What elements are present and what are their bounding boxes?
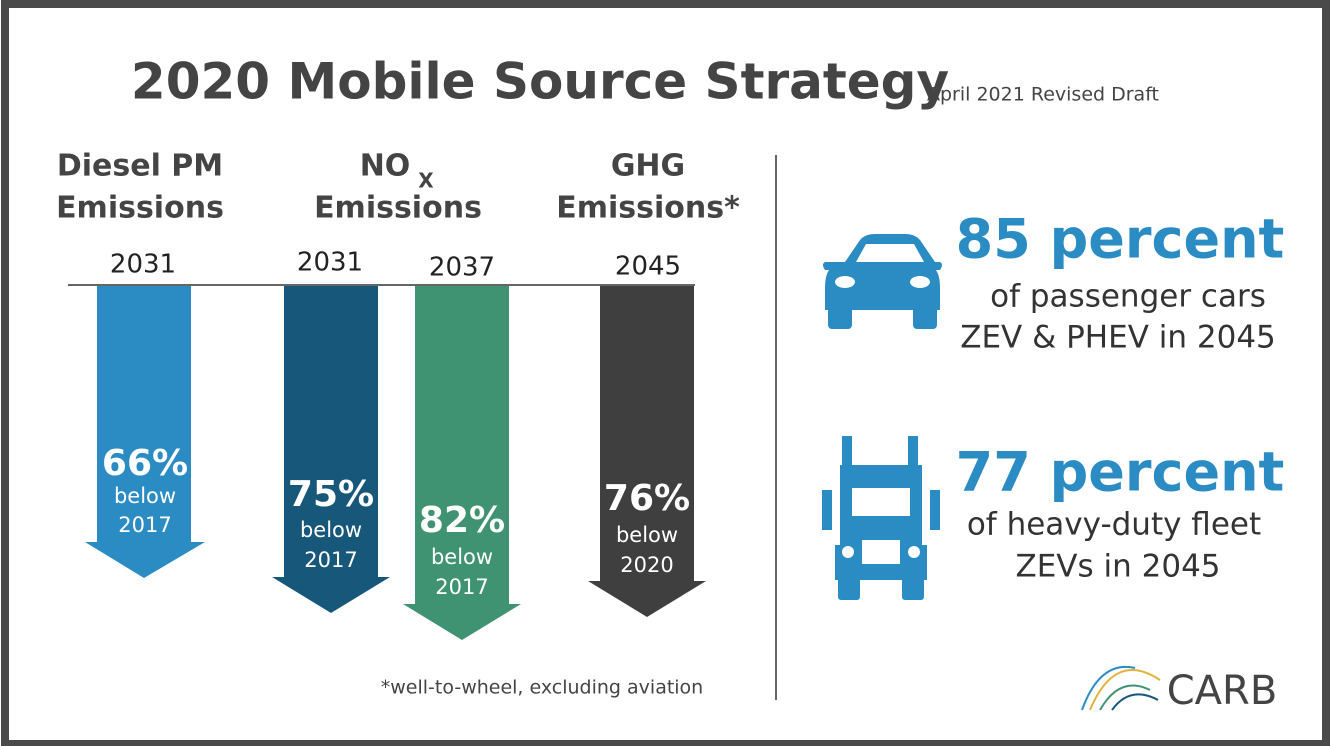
label: below [616,523,678,547]
percent: 75% [288,474,374,515]
stat-line: ZEV & PHEV in 2045 [960,320,1276,356]
percent: 82% [419,500,505,541]
label: 2020 [620,553,673,577]
year: 2031 [297,248,363,278]
year: 2031 [110,250,176,280]
year: 2045 [615,252,681,282]
car-icon [823,234,942,329]
stat-headline: 77 percent [956,441,1285,504]
label: below [300,518,362,542]
arrow [272,286,390,613]
label: 2017 [118,513,171,537]
stat-line: ZEVs in 2045 [1015,549,1220,585]
label: 2017 [304,548,357,572]
stat-headline: 85 percent [956,208,1285,271]
arrow [588,286,706,617]
arrow [403,286,521,640]
heading: NO [360,149,411,184]
heading: Emissions [314,191,482,226]
heading: GHG [611,149,685,184]
label: below [114,484,176,508]
heading: Emissions* [556,191,740,226]
percent: 66% [102,443,188,484]
heading: Diesel PM [57,149,223,184]
heading: Emissions [56,191,224,226]
label: 2017 [435,575,488,599]
percent: 76% [604,478,690,519]
arrow [85,286,205,578]
truck-icon [822,436,940,600]
year: 2037 [429,253,495,283]
logo-arcs [1081,665,1161,711]
stat-line: of passenger cars [990,279,1266,315]
footnote: *well-to-wheel, excluding aviation [381,677,703,699]
subtitle: April 2021 Revised Draft [927,84,1159,106]
logo: CARB [1167,668,1278,714]
subscript: X [418,169,434,193]
label: below [431,545,493,569]
title: 2020 Mobile Source Strategy [131,53,949,111]
stat-line: of heavy-duty fleet [967,507,1261,543]
